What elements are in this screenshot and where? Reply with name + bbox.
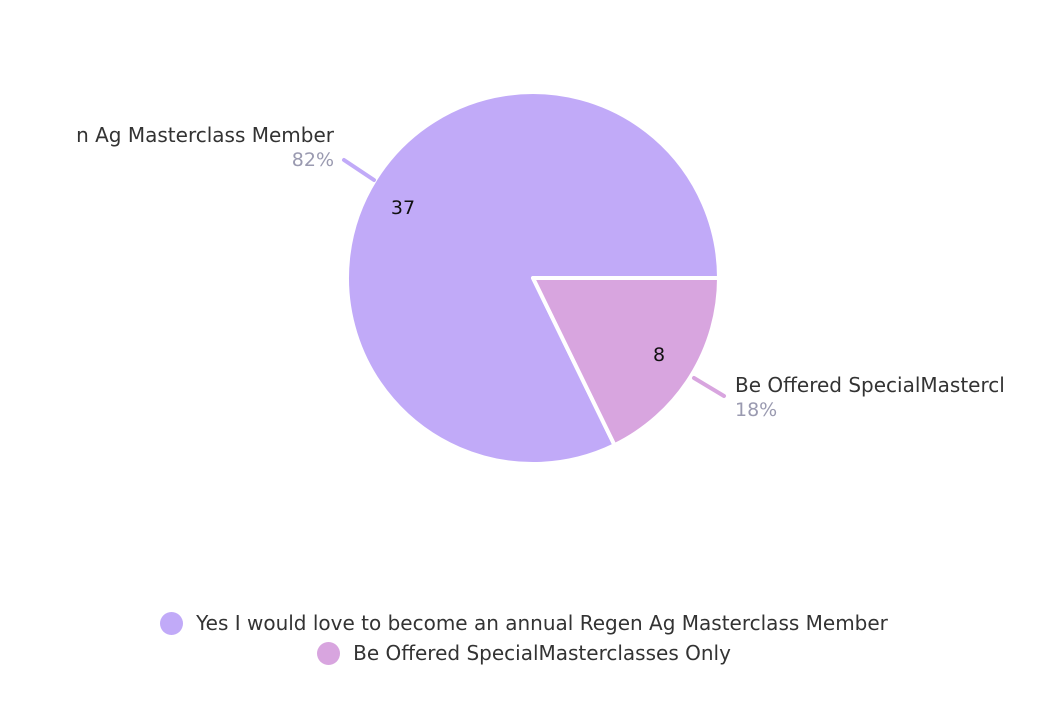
outer-label-name-1: Be Offered SpecialMastercl	[735, 373, 1005, 397]
legend-label-0: Yes I would love to become an annual Reg…	[196, 611, 888, 635]
leader-line-1	[692, 376, 726, 398]
outer-label-percent-0: 82%	[292, 149, 334, 171]
outer-label-name-0: n Ag Masterclass Member	[76, 123, 335, 147]
legend-swatch-1	[317, 641, 341, 665]
legend-label-1: Be Offered SpecialMasterclasses Only	[353, 641, 731, 665]
slice-value-label-0: 37	[391, 197, 415, 219]
legend-swatch-0	[160, 611, 184, 635]
legend-item-1[interactable]: Be Offered SpecialMasterclasses Only	[317, 641, 731, 665]
outer-label-percent-1: 18%	[735, 399, 777, 421]
pie-slices	[345, 90, 721, 466]
legend: Yes I would love to become an annual Reg…	[0, 611, 1048, 665]
slice-value-labels: 37 8	[391, 197, 665, 366]
leader-lines	[342, 158, 726, 398]
slice-value-label-1: 8	[653, 344, 665, 366]
leader-line-0	[342, 158, 376, 182]
pie-slice-1[interactable]	[531, 276, 721, 448]
legend-item-0[interactable]: Yes I would love to become an annual Reg…	[160, 611, 888, 635]
